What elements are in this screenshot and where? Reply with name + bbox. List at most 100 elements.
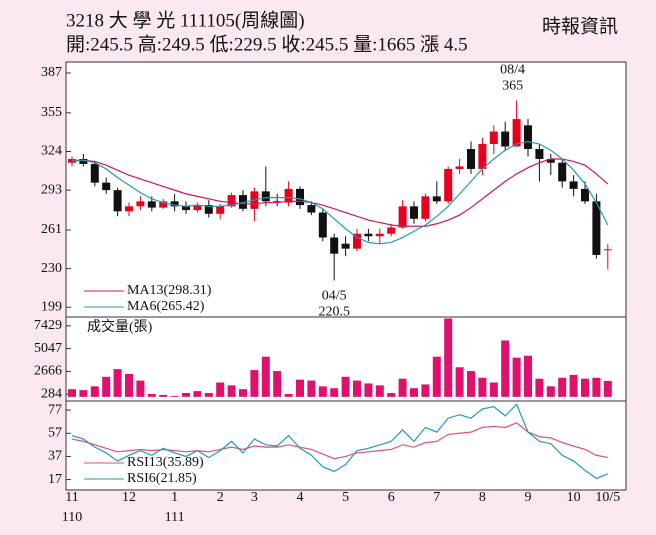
y-tick-label: 17 bbox=[48, 472, 62, 487]
volume-bar bbox=[455, 367, 464, 397]
x-tick-label: 12 bbox=[122, 490, 136, 505]
candle-body bbox=[193, 205, 202, 211]
volume-bar bbox=[68, 389, 76, 397]
legend-label: MA13(298.31) bbox=[127, 283, 212, 298]
y-tick-label: 293 bbox=[41, 182, 62, 197]
candle-body bbox=[444, 168, 453, 202]
volume-bar bbox=[501, 340, 510, 397]
volume-bar bbox=[398, 378, 407, 397]
volume-bar bbox=[239, 389, 247, 397]
volume-bar bbox=[421, 384, 430, 397]
volume-bar bbox=[307, 380, 316, 397]
volume-bar bbox=[318, 386, 327, 397]
trough-date: 04/5 bbox=[322, 289, 347, 304]
volume-bar bbox=[227, 385, 236, 397]
candle-body bbox=[569, 181, 578, 189]
volume-bar bbox=[603, 380, 612, 397]
candle-body bbox=[170, 201, 179, 207]
volume-bar bbox=[387, 393, 396, 397]
volume-bar bbox=[467, 371, 475, 397]
legend-label: RSI6(21.85) bbox=[127, 471, 197, 486]
y-tick-label: 37 bbox=[48, 449, 62, 464]
volume-bar bbox=[353, 380, 361, 397]
candle-body bbox=[125, 206, 133, 212]
x-tick-label: 10 bbox=[567, 490, 581, 505]
x-tick-label: 4 bbox=[297, 490, 304, 505]
y-tick-label: 7429 bbox=[34, 318, 62, 333]
candle-body bbox=[204, 205, 213, 214]
volume-bar bbox=[330, 388, 339, 397]
volume-bar bbox=[250, 370, 259, 397]
y-tick-label: 5047 bbox=[34, 341, 62, 356]
volume-bar bbox=[125, 373, 133, 397]
x-tick-label: 2 bbox=[217, 490, 224, 505]
volume-bar bbox=[182, 393, 190, 397]
volume-bar bbox=[410, 388, 418, 397]
y-tick-label: 2666 bbox=[34, 364, 62, 379]
candle-body bbox=[410, 206, 418, 219]
volume-bar bbox=[113, 369, 122, 397]
panel-label: 成交量(張) bbox=[87, 318, 153, 335]
x-tick-label: 3 bbox=[251, 490, 258, 505]
x-tick-label: 5 bbox=[342, 490, 349, 505]
volume-bar bbox=[136, 380, 145, 397]
candle-body bbox=[353, 233, 361, 249]
candle-body bbox=[239, 195, 247, 209]
candle-body bbox=[182, 206, 190, 211]
candle-body bbox=[432, 196, 441, 202]
volume-bar bbox=[159, 394, 168, 397]
volume-bar bbox=[364, 383, 373, 397]
candle-body bbox=[558, 162, 567, 182]
volume-bar bbox=[592, 377, 601, 397]
candle-body bbox=[501, 131, 510, 147]
volume-bar bbox=[341, 376, 350, 397]
peak-date: 08/4 bbox=[500, 63, 525, 78]
line bbox=[71, 158, 609, 227]
volume-bar bbox=[273, 371, 282, 397]
y-tick-label: 57 bbox=[48, 425, 62, 440]
candle-body bbox=[79, 158, 88, 164]
x-tick-label: 8 bbox=[479, 490, 486, 505]
candle-body bbox=[581, 188, 589, 202]
candle-body bbox=[512, 119, 521, 147]
y-tick-label: 230 bbox=[41, 261, 62, 276]
candle-body bbox=[227, 195, 236, 207]
y-tick-label: 261 bbox=[41, 222, 62, 237]
candle-body bbox=[159, 201, 168, 208]
candle-body bbox=[318, 212, 327, 238]
candle-body bbox=[307, 205, 316, 213]
y-tick-label: 355 bbox=[41, 105, 62, 120]
candle-body bbox=[467, 148, 475, 169]
candle-body bbox=[387, 227, 396, 234]
volume-bar bbox=[170, 395, 179, 397]
candle-body bbox=[68, 158, 76, 163]
volume-bar bbox=[535, 378, 544, 397]
volume-bar bbox=[284, 393, 293, 397]
candle-body bbox=[592, 201, 601, 255]
volume-bar bbox=[296, 379, 304, 397]
x-tick-label: 7 bbox=[433, 490, 440, 505]
peak-value: 365 bbox=[502, 79, 523, 94]
candle-body bbox=[284, 188, 293, 203]
volume-bar bbox=[489, 382, 498, 397]
volume-bar bbox=[524, 355, 532, 397]
trough-value: 220.5 bbox=[318, 305, 350, 320]
x-tick-label: 1 bbox=[171, 490, 178, 505]
candle-body bbox=[330, 237, 339, 254]
candle-body bbox=[524, 125, 532, 149]
candle-body bbox=[341, 243, 350, 249]
x-tick-label: 9 bbox=[525, 490, 532, 505]
candle-body bbox=[261, 191, 270, 202]
candle-body bbox=[489, 131, 498, 145]
candle-body bbox=[102, 182, 111, 191]
volume-bar bbox=[512, 357, 521, 397]
volume-bar bbox=[478, 377, 487, 397]
volume-bar bbox=[204, 393, 213, 397]
x-year-label: 111 bbox=[165, 510, 185, 525]
candle-body bbox=[113, 190, 122, 212]
candle-body bbox=[455, 166, 464, 169]
x-year-label: 110 bbox=[62, 510, 82, 525]
candle-body bbox=[603, 249, 612, 251]
volume-bar bbox=[558, 377, 567, 397]
